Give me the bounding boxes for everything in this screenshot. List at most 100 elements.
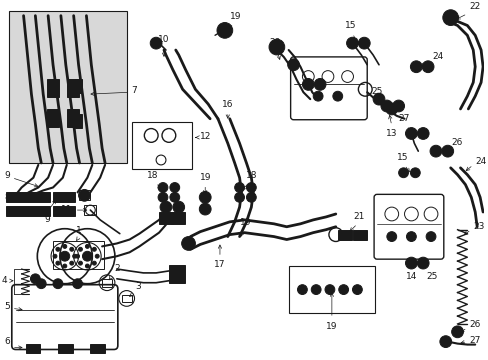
Circle shape [246,183,256,192]
Circle shape [79,247,82,251]
Text: 19: 19 [325,322,337,331]
Circle shape [429,145,441,157]
Circle shape [70,247,74,251]
Text: 19: 19 [199,172,210,181]
Circle shape [386,232,396,242]
Text: 19: 19 [239,218,251,227]
Circle shape [56,247,60,251]
Circle shape [409,168,419,178]
Circle shape [451,326,463,338]
Bar [67,80,79,97]
Text: 27: 27 [398,114,409,123]
Circle shape [56,261,60,265]
Text: 2: 2 [114,264,119,273]
Circle shape [405,257,416,269]
Bar [9,11,126,163]
Text: 10: 10 [158,35,169,44]
Bar [53,206,75,216]
Circle shape [79,261,82,265]
Text: 23: 23 [472,222,484,231]
Circle shape [76,254,80,258]
Circle shape [358,37,369,49]
Bar [67,109,79,127]
Text: 25: 25 [425,272,437,281]
Circle shape [169,183,179,192]
Bar [75,114,82,127]
Circle shape [332,91,342,101]
Circle shape [95,254,99,258]
Bar [79,190,90,200]
Bar [168,265,184,283]
Circle shape [268,39,284,55]
Bar [6,206,27,216]
Circle shape [169,192,179,202]
Bar [28,206,50,216]
Circle shape [416,257,428,269]
Circle shape [63,244,67,248]
Bar [28,192,50,202]
Circle shape [287,59,299,71]
Circle shape [160,201,171,213]
Circle shape [405,127,416,139]
Bar [84,205,96,215]
Circle shape [199,203,211,215]
Bar [6,192,27,202]
Text: 7: 7 [131,86,137,95]
Circle shape [439,336,451,347]
Circle shape [53,279,63,289]
Bar [25,343,40,354]
Circle shape [313,91,323,101]
Circle shape [325,285,334,294]
Circle shape [346,37,358,49]
Circle shape [150,37,162,49]
Circle shape [314,78,325,90]
Circle shape [311,285,321,294]
Bar [47,80,59,97]
Bar [159,212,172,224]
Circle shape [181,237,195,250]
Circle shape [217,23,232,38]
Circle shape [338,285,348,294]
Text: 9: 9 [44,215,50,224]
Bar [90,343,105,354]
Circle shape [70,261,74,265]
Text: 18: 18 [147,171,159,180]
Text: 15: 15 [396,153,407,162]
Bar [53,192,75,202]
Text: 17: 17 [214,260,225,269]
Bar [170,212,184,224]
Text: 11: 11 [61,204,73,213]
Circle shape [82,251,92,261]
Circle shape [158,192,167,202]
Circle shape [380,100,392,112]
Circle shape [234,192,244,202]
Text: 24: 24 [431,53,442,62]
Text: 15: 15 [344,21,356,30]
Text: 12: 12 [200,132,211,141]
Circle shape [385,103,397,115]
Text: 8: 8 [4,193,10,202]
Circle shape [158,183,167,192]
Text: 5: 5 [4,302,10,311]
Circle shape [425,232,435,242]
Bar [53,242,104,269]
Text: 18: 18 [245,171,257,180]
Circle shape [92,261,96,265]
Text: 16: 16 [222,100,233,109]
Text: 26: 26 [451,138,462,147]
Text: 9: 9 [4,171,10,180]
Circle shape [442,10,458,26]
Circle shape [199,192,211,203]
Text: 6: 6 [4,337,10,346]
Circle shape [30,274,40,284]
Circle shape [421,61,433,73]
Text: 25: 25 [370,87,382,96]
Circle shape [302,78,314,90]
Circle shape [372,93,384,105]
Circle shape [60,251,70,261]
Bar [131,122,192,169]
Text: 24: 24 [474,157,486,166]
Text: 27: 27 [468,336,480,345]
Text: 3: 3 [135,282,141,291]
Text: 1: 1 [76,226,81,235]
